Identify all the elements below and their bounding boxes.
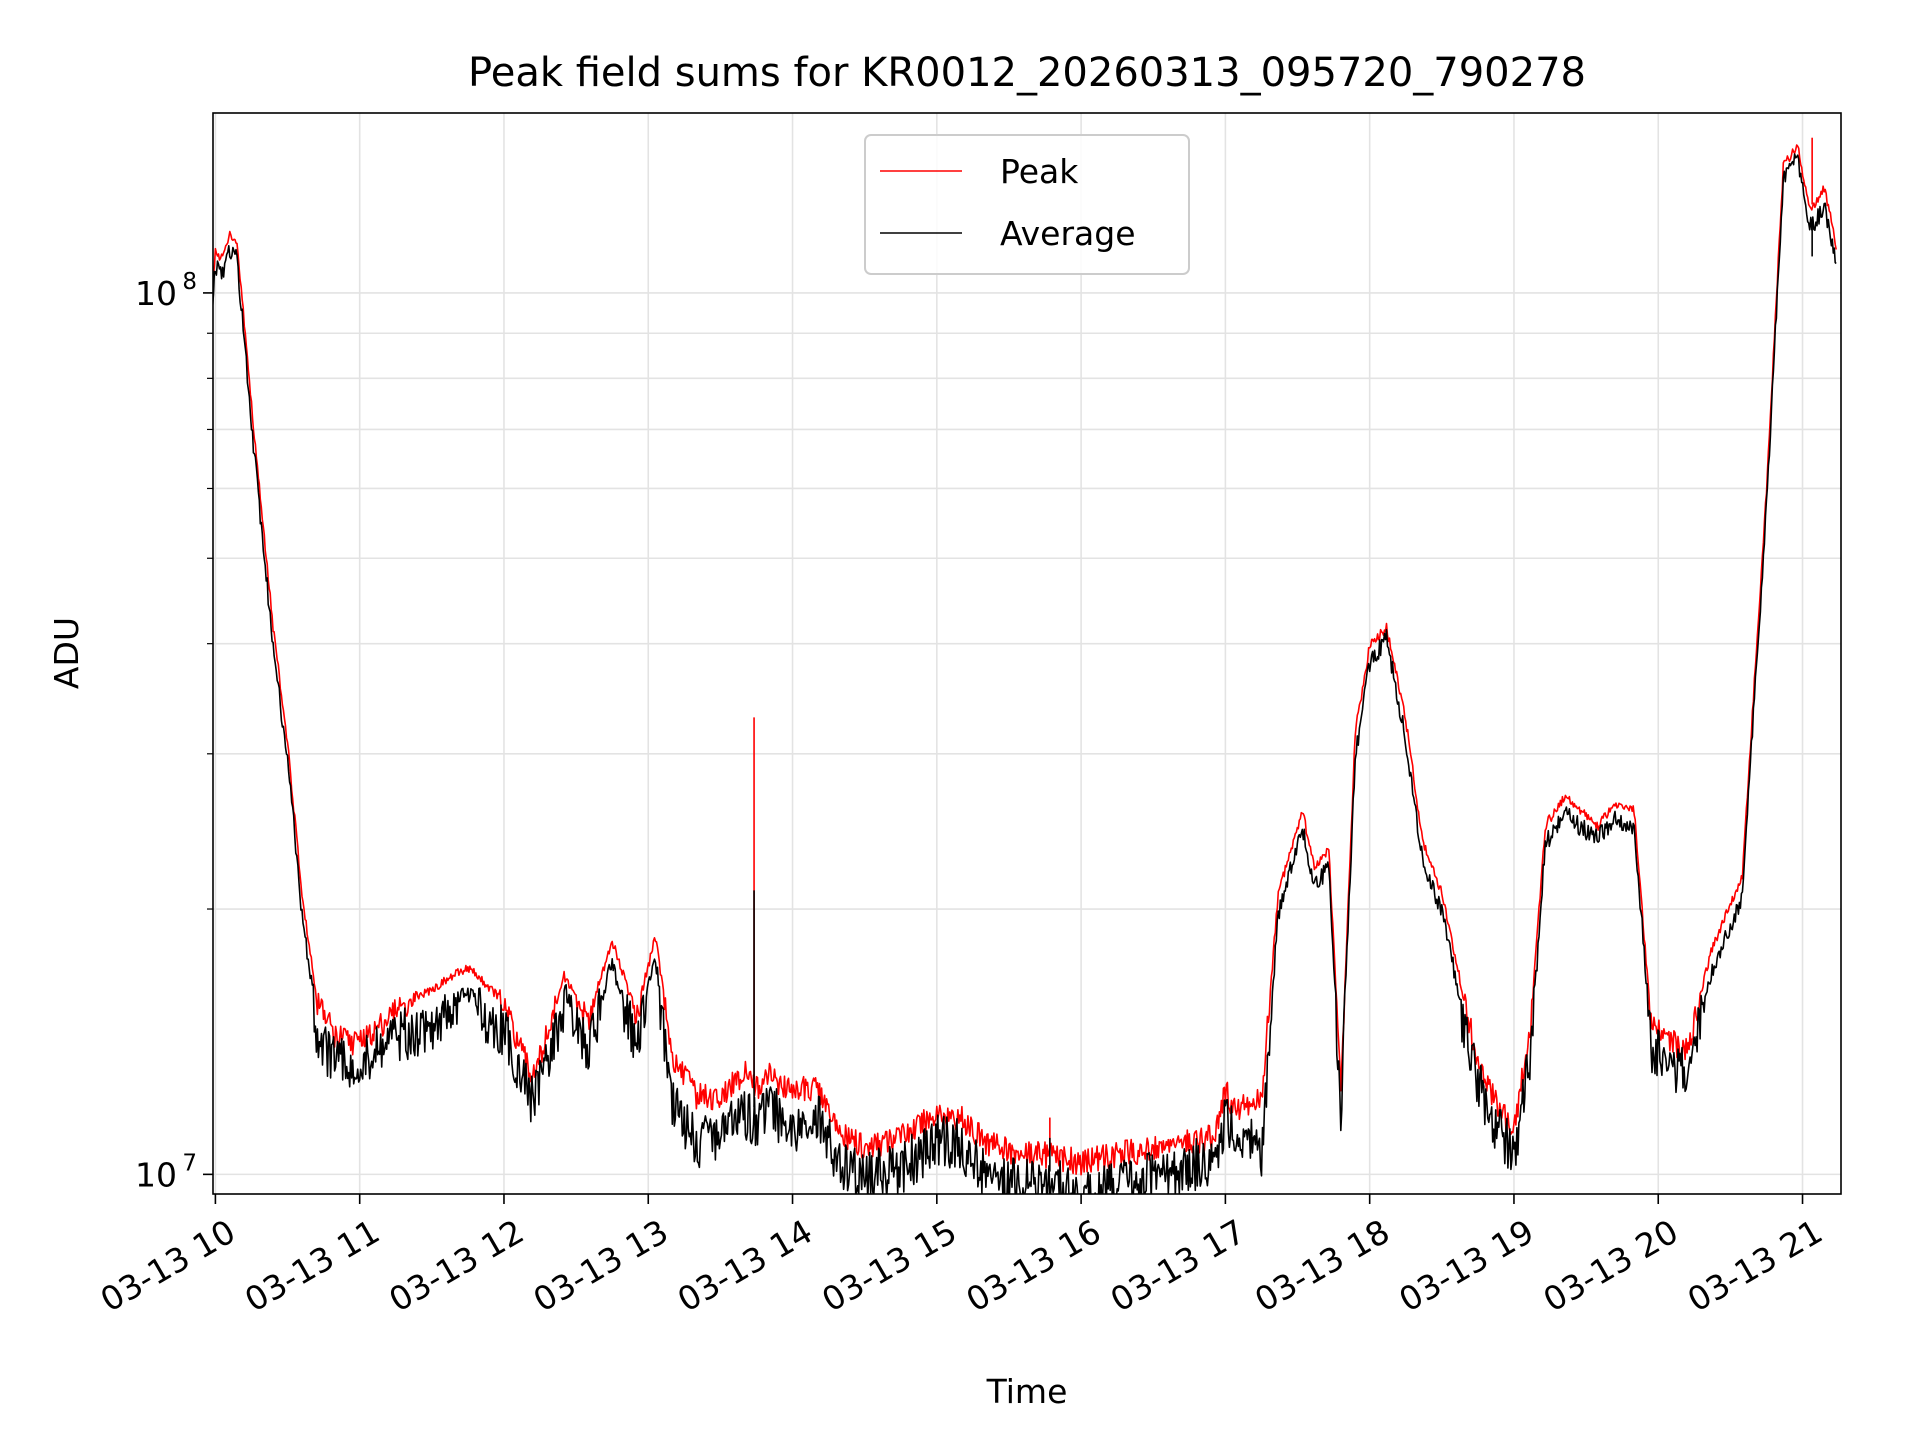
x-tick-label: 03-13 12 (382, 1212, 530, 1320)
x-tick-label: 03-13 14 (671, 1212, 819, 1320)
x-tick-label: 03-13 20 (1537, 1212, 1685, 1320)
y-tick-label: 10 (135, 274, 177, 313)
x-tick-label: 03-13 21 (1681, 1212, 1829, 1320)
x-tick-label: 03-13 10 (94, 1212, 242, 1320)
y-tick-exponent: 7 (182, 1150, 197, 1176)
x-tick-label: 03-13 15 (815, 1212, 963, 1320)
legend: Peak Average (864, 134, 1190, 275)
legend-box (864, 134, 1190, 275)
x-tick-label: 03-13 19 (1392, 1212, 1540, 1320)
legend-peak-label: Peak (1000, 152, 1079, 191)
series-layer (213, 137, 1837, 1194)
x-tick-label: 03-13 18 (1248, 1212, 1396, 1320)
series-line-average (213, 153, 1837, 1194)
x-tick-label: 03-13 17 (1104, 1212, 1252, 1320)
x-tick-label: 03-13 16 (960, 1212, 1108, 1320)
x-axis-label: Time (986, 1372, 1068, 1411)
x-tick-label: 03-13 13 (527, 1212, 675, 1320)
plot-frame (212, 112, 1842, 1195)
series-line-peak (213, 144, 1837, 1176)
grid-lines (213, 113, 1841, 1194)
y-tick-exponent: 8 (182, 269, 197, 295)
legend-average-label: Average (1000, 214, 1136, 253)
y-axis-label: ADU (47, 617, 86, 689)
y-tick-label: 10 (135, 1155, 177, 1194)
chart-title: Peak field sums for KR0012_20260313_0957… (468, 50, 1586, 96)
x-tick-label: 03-13 11 (238, 1212, 386, 1320)
